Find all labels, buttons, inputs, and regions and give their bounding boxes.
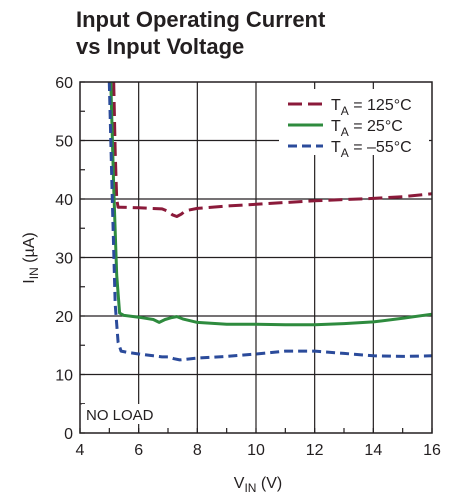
x-tick-label: 12 xyxy=(306,442,324,459)
x-tick-label: 4 xyxy=(76,442,85,459)
y-tick-label: 60 xyxy=(55,75,73,92)
annotation-background xyxy=(82,404,162,424)
y-tick-label: 50 xyxy=(55,134,73,151)
y-tick-label: 20 xyxy=(55,309,73,326)
x-tick-label: 16 xyxy=(423,442,441,459)
x-tick-label: 14 xyxy=(364,442,382,459)
chart-title: Input Operating Current vs Input Voltage xyxy=(76,6,325,60)
x-tick-label: 10 xyxy=(247,442,265,459)
y-axis-label: IIN (µA) xyxy=(21,232,41,283)
series-line-minus55c xyxy=(107,81,433,362)
annotation-no-load: NO LOAD xyxy=(86,407,154,424)
y-tick-label: 30 xyxy=(55,251,73,268)
y-tick-label: 10 xyxy=(55,368,73,385)
x-tick-label: 8 xyxy=(193,442,202,459)
legend-label-minus55c: TA = –55°C xyxy=(331,139,412,160)
y-tick-label: 0 xyxy=(64,426,73,443)
series-line-25c xyxy=(109,81,433,327)
legend-label-25c: TA = 25°C xyxy=(331,118,403,139)
y-tick-label: 40 xyxy=(55,192,73,209)
chart-title-line-1: Input Operating Current xyxy=(76,7,326,32)
x-tick-label: 6 xyxy=(134,442,143,459)
series-line-125c xyxy=(112,81,433,218)
x-axis-label: VIN (V) xyxy=(234,475,282,495)
chart-title-line-2: vs Input Voltage xyxy=(76,34,245,59)
legend-background xyxy=(279,89,429,155)
series-layer xyxy=(107,81,433,362)
legend-label-125c: TA = 125°C xyxy=(331,97,412,118)
tick-layer: 4 6 8 10 12 14 16 0 10 20 30 40 50 60 xyxy=(55,75,441,459)
legend: TA = 125°C TA = 25°C TA = –55°C xyxy=(279,89,429,160)
